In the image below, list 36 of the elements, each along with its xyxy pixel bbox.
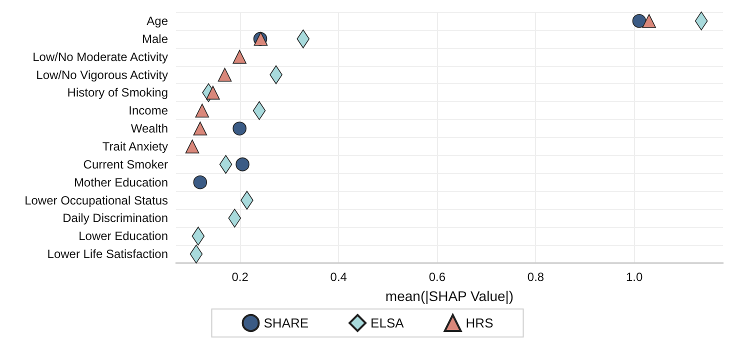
- x-tick-label: 0.6: [428, 270, 446, 284]
- point: [193, 175, 208, 190]
- legend-label: ELSA: [370, 316, 404, 330]
- legend-label: SHARE: [264, 316, 309, 330]
- y-tick-label: Wealth: [130, 122, 168, 136]
- legend-label: HRS: [466, 316, 494, 330]
- y-tick-label: Age: [146, 14, 168, 28]
- point: [232, 50, 246, 64]
- x-tick-label: 0.2: [232, 270, 249, 284]
- point: [193, 122, 208, 136]
- x-tick-label: 0.4: [330, 270, 348, 284]
- y-tick-label: Current Smoker: [83, 157, 168, 172]
- y-tick-label: Mother Education: [74, 175, 168, 190]
- point: [694, 12, 708, 30]
- point: [206, 86, 220, 100]
- y-tick-label: Lower Occupational Status: [24, 193, 168, 208]
- y-tick-label: History of Smoking: [67, 86, 168, 100]
- y-tick-label: Male: [142, 32, 168, 46]
- point: [632, 14, 646, 28]
- y-tick-label: Income: [128, 104, 168, 118]
- point: [185, 140, 200, 154]
- x-tick-label: 0.8: [527, 270, 544, 284]
- point: [236, 157, 250, 172]
- y-tick-label: Daily Discrimination: [62, 211, 168, 226]
- point: [195, 104, 210, 118]
- y-tick-label: Lower Education: [78, 229, 168, 244]
- y-tick-label: Low/No Vigorous Activity: [36, 68, 168, 82]
- x-axis-title: mean(|SHAP Value|): [385, 288, 514, 304]
- x-tick-label: 1.0: [626, 270, 643, 284]
- y-tick-label: Low/No Moderate Activity: [32, 50, 168, 64]
- y-tick-label: Trait Anxiety: [102, 139, 168, 154]
- point: [232, 122, 246, 136]
- y-tick-label: Lower Life Satisfaction: [47, 247, 168, 262]
- point: [218, 68, 232, 82]
- point: [190, 244, 203, 264]
- point: [642, 14, 656, 28]
